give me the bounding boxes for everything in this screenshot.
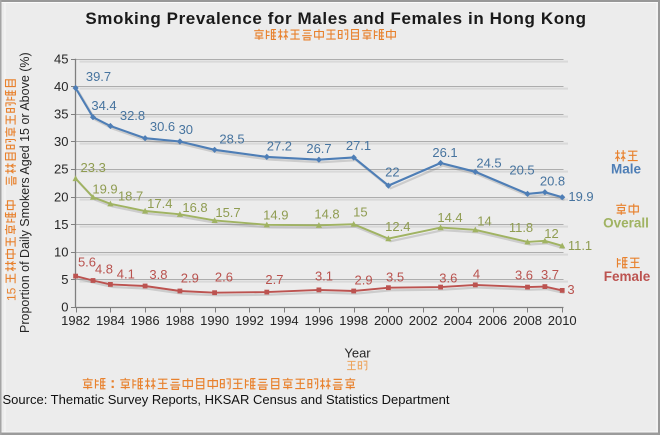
svg-text:5.6: 5.6 [78, 255, 96, 270]
svg-text:23.3: 23.3 [81, 160, 106, 175]
svg-text:2000: 2000 [374, 313, 403, 328]
svg-text:4.1: 4.1 [117, 267, 135, 282]
svg-text:19.9: 19.9 [92, 181, 117, 196]
svg-text:3.6: 3.6 [515, 268, 533, 283]
svg-text:15: 15 [54, 217, 68, 232]
svg-text:2006: 2006 [478, 313, 507, 328]
svg-text:17.4: 17.4 [147, 196, 172, 211]
svg-text:3: 3 [567, 282, 574, 297]
svg-text:3.1: 3.1 [315, 269, 333, 284]
svg-text:3.5: 3.5 [386, 270, 404, 285]
svg-text:11.8: 11.8 [509, 220, 533, 235]
svg-text:3.6: 3.6 [439, 271, 457, 286]
svg-text:2004: 2004 [444, 313, 473, 328]
svg-text:27.1: 27.1 [346, 138, 371, 153]
svg-text:2.9: 2.9 [355, 273, 373, 288]
svg-text:1992: 1992 [235, 313, 264, 328]
svg-text:15.7: 15.7 [215, 205, 240, 220]
svg-text:4.8: 4.8 [95, 262, 113, 277]
svg-text:15: 15 [5, 287, 19, 301]
svg-text:11.1: 11.1 [568, 238, 592, 253]
svg-text:35: 35 [54, 107, 68, 122]
svg-text:1996: 1996 [304, 313, 333, 328]
svg-text:1990: 1990 [200, 313, 229, 328]
svg-text:2002: 2002 [409, 313, 438, 328]
svg-text:Smoking Prevalence for Males a: Smoking Prevalence for Males and Females… [85, 9, 586, 28]
svg-text:1994: 1994 [270, 313, 299, 328]
svg-text:28.5: 28.5 [219, 132, 244, 147]
svg-text:2008: 2008 [513, 313, 542, 328]
svg-text:1998: 1998 [339, 313, 368, 328]
svg-text:2.6: 2.6 [215, 270, 233, 285]
svg-text:Proportion of Daily Smokers Ag: Proportion of Daily Smokers Aged 15 or A… [18, 52, 32, 333]
svg-text:45: 45 [54, 51, 68, 66]
svg-text:12.4: 12.4 [385, 219, 410, 234]
svg-text:0: 0 [61, 300, 68, 315]
svg-text:14.4: 14.4 [437, 210, 462, 225]
svg-text:1986: 1986 [131, 313, 160, 328]
svg-text:12: 12 [544, 226, 558, 241]
svg-text:4: 4 [473, 266, 480, 281]
svg-text:2010: 2010 [548, 313, 577, 328]
svg-text:1988: 1988 [165, 313, 194, 328]
svg-text:18.7: 18.7 [118, 189, 143, 204]
svg-text:16.8: 16.8 [182, 200, 207, 215]
svg-text:Year: Year [344, 346, 371, 361]
svg-text:1984: 1984 [96, 313, 125, 328]
svg-text:15: 15 [353, 205, 367, 220]
svg-text:30.6: 30.6 [150, 119, 175, 134]
svg-text:3.8: 3.8 [149, 267, 167, 282]
svg-text:22: 22 [385, 165, 399, 180]
svg-text:14.8: 14.8 [314, 207, 339, 222]
svg-text:26.7: 26.7 [306, 141, 331, 156]
svg-text:30: 30 [54, 134, 68, 149]
svg-text:2.9: 2.9 [181, 271, 199, 286]
svg-text:20: 20 [54, 189, 68, 204]
svg-text:10: 10 [54, 244, 68, 259]
svg-text:3.7: 3.7 [541, 267, 559, 282]
svg-text:Overall: Overall [603, 216, 649, 231]
svg-text:20.8: 20.8 [540, 174, 565, 189]
svg-text:26.1: 26.1 [432, 145, 457, 160]
svg-text:40: 40 [54, 79, 68, 94]
svg-text:Source: Thematic Survey Report: Source: Thematic Survey Reports, HKSAR C… [3, 392, 450, 407]
svg-text:34.4: 34.4 [91, 98, 116, 113]
svg-text:1982: 1982 [61, 313, 90, 328]
svg-text:25: 25 [54, 162, 68, 177]
svg-text:32.8: 32.8 [120, 108, 145, 123]
svg-text:Male: Male [611, 162, 642, 177]
svg-text:5: 5 [61, 272, 68, 287]
svg-text:14: 14 [477, 214, 491, 229]
svg-text:39.7: 39.7 [86, 69, 111, 84]
svg-text:Female: Female [604, 269, 651, 284]
svg-text:14.9: 14.9 [263, 207, 288, 222]
svg-text:19.9: 19.9 [568, 189, 593, 204]
svg-text:20.5: 20.5 [509, 163, 534, 178]
svg-text:30: 30 [179, 122, 193, 137]
svg-text:2.7: 2.7 [265, 272, 283, 287]
svg-text:24.5: 24.5 [476, 156, 501, 171]
svg-text:27.2: 27.2 [267, 139, 292, 154]
